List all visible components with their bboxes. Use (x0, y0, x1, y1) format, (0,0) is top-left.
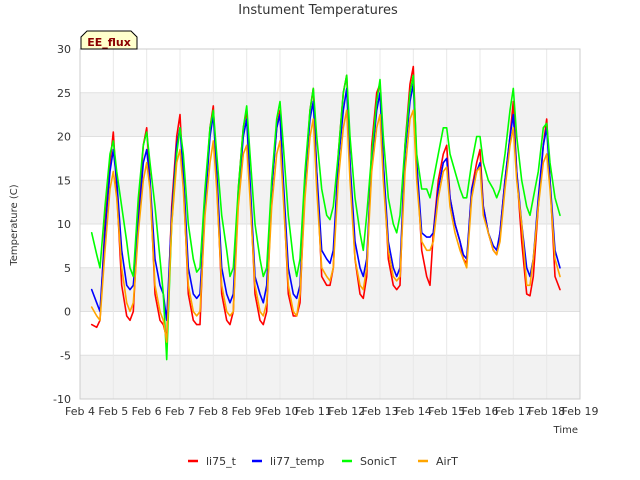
legend-label-sonict: SonicT (360, 455, 397, 468)
x-tick-label: Feb 6 (132, 405, 162, 418)
legend-label-li77-temp: li77_temp (270, 455, 324, 468)
x-tick-label: Feb 12 (328, 405, 365, 418)
chart-title: Instument Temperatures (238, 3, 398, 18)
x-tick-label: Feb 10 (262, 405, 299, 418)
y-tick-label: 10 (57, 218, 71, 231)
legend: li75_t li77_temp SonicT AirT (188, 455, 458, 468)
y-tick-label: 25 (57, 87, 71, 100)
x-tick-label: Feb 17 (495, 405, 532, 418)
y-tick-label: 5 (64, 262, 71, 275)
x-tick-label: Feb 8 (198, 405, 228, 418)
ee-flux-badge: EE_flux (80, 30, 138, 50)
x-tick-label: Feb 14 (395, 405, 432, 418)
x-axis-label: Time (553, 425, 578, 436)
series-line-airt (90, 109, 561, 343)
y-tick-label: 30 (57, 43, 71, 56)
x-tick-label: Feb 11 (295, 405, 332, 418)
x-tick-label: Feb 19 (562, 405, 599, 418)
y-tick-label: -5 (60, 349, 71, 362)
badge-shape (80, 30, 138, 50)
x-tick-label: Feb 15 (428, 405, 465, 418)
series-lines (90, 65, 561, 361)
plot-bands (80, 92, 580, 399)
x-tick-label: Feb 4 (65, 405, 95, 418)
x-tick-label: Feb 7 (165, 405, 195, 418)
x-tick-label: Feb 18 (528, 405, 565, 418)
x-tick-label: Feb 5 (98, 405, 128, 418)
y-tick-label: 0 (64, 306, 71, 319)
y-tick-label: -10 (53, 393, 71, 406)
x-tick-label: Feb 9 (232, 405, 262, 418)
y-tick-label: 15 (57, 174, 71, 187)
x-tick-label: Feb 16 (462, 405, 499, 418)
x-tick-label: Feb 13 (362, 405, 399, 418)
plot-band (80, 355, 580, 399)
y-tick-label: 20 (57, 131, 71, 144)
legend-label-li75-t: li75_t (206, 455, 237, 468)
plot-band (80, 92, 580, 137)
plot-frame (79, 48, 581, 400)
legend-label-airt: AirT (436, 455, 458, 468)
badge-label: EE_flux (87, 36, 131, 49)
y-axis-label: Temperature (C) (9, 184, 20, 266)
